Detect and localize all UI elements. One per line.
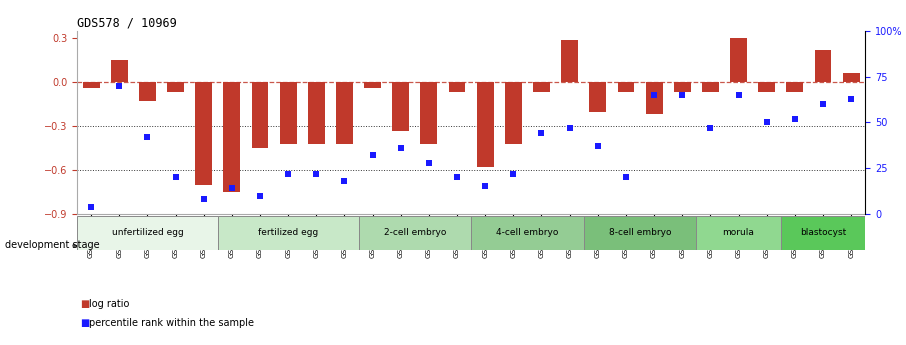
Point — [478, 184, 493, 189]
Bar — [420, 82, 438, 144]
Point — [675, 92, 689, 98]
Point — [703, 125, 718, 131]
Bar — [308, 82, 324, 144]
Point — [647, 92, 661, 98]
Point — [84, 204, 99, 209]
Bar — [589, 82, 606, 111]
Bar — [561, 40, 578, 82]
Bar — [280, 82, 296, 144]
Bar — [533, 82, 550, 92]
Point — [787, 116, 802, 121]
Point — [309, 171, 323, 176]
Point — [140, 134, 155, 140]
Point — [535, 131, 549, 136]
Point — [591, 144, 605, 149]
Point — [337, 178, 352, 184]
Bar — [364, 82, 381, 88]
Text: ■: ■ — [80, 299, 89, 308]
Point — [843, 96, 858, 101]
Point — [112, 83, 127, 89]
Point — [619, 175, 633, 180]
Text: 2-cell embryo: 2-cell embryo — [383, 228, 446, 237]
Point — [815, 101, 830, 107]
Point — [281, 171, 295, 176]
Bar — [336, 82, 353, 144]
Bar — [730, 38, 747, 82]
Bar — [167, 82, 184, 92]
Bar — [82, 82, 100, 88]
Point — [365, 152, 380, 158]
Bar — [111, 60, 128, 82]
Bar — [217, 216, 359, 250]
Text: unfertilized egg: unfertilized egg — [111, 228, 183, 237]
Point — [506, 171, 521, 176]
Text: ■: ■ — [80, 318, 89, 327]
Bar — [758, 82, 776, 92]
Point — [169, 175, 183, 180]
Text: fertilized egg: fertilized egg — [258, 228, 318, 237]
Text: development stage: development stage — [5, 240, 99, 250]
Bar — [505, 82, 522, 144]
Point — [563, 125, 577, 131]
Text: 8-cell embryo: 8-cell embryo — [609, 228, 671, 237]
Text: blastocyst: blastocyst — [800, 228, 846, 237]
Bar — [814, 50, 832, 82]
Bar — [697, 216, 781, 250]
Text: GDS578 / 10969: GDS578 / 10969 — [77, 17, 177, 30]
Bar — [781, 216, 865, 250]
Bar — [77, 216, 217, 250]
Point — [253, 193, 267, 198]
Point — [759, 120, 774, 125]
Text: percentile rank within the sample: percentile rank within the sample — [89, 318, 254, 327]
Point — [731, 92, 746, 98]
Point — [197, 197, 211, 202]
Bar — [471, 216, 583, 250]
Bar — [196, 82, 212, 185]
Text: 4-cell embryo: 4-cell embryo — [496, 228, 559, 237]
Bar — [674, 82, 690, 92]
Bar — [786, 82, 804, 92]
Bar — [139, 82, 156, 101]
Point — [449, 175, 464, 180]
Bar — [702, 82, 718, 92]
Bar — [448, 82, 466, 92]
Bar — [252, 82, 268, 148]
Point — [393, 145, 408, 151]
Bar — [618, 82, 634, 92]
Bar — [477, 82, 494, 167]
Point — [421, 160, 436, 166]
Bar — [392, 82, 410, 130]
Bar — [646, 82, 662, 115]
Bar — [583, 216, 697, 250]
Text: log ratio: log ratio — [89, 299, 130, 308]
Text: morula: morula — [723, 228, 755, 237]
Bar — [359, 216, 471, 250]
Bar — [224, 82, 240, 192]
Point — [225, 186, 239, 191]
Bar — [843, 73, 860, 82]
